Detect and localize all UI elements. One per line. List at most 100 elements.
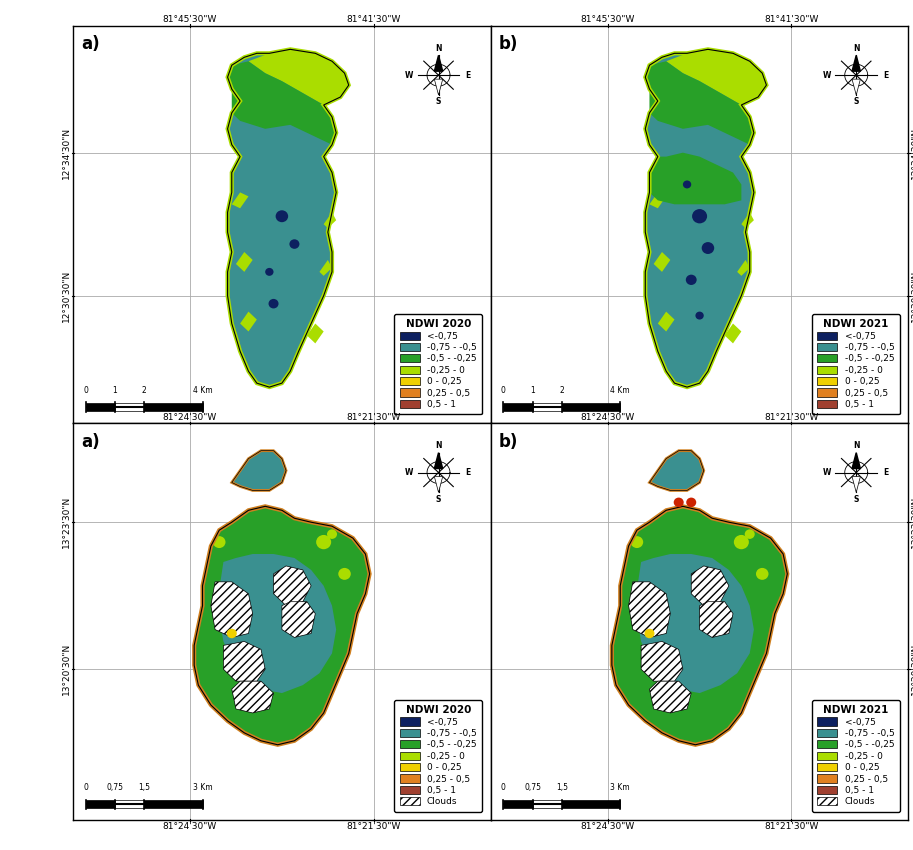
Text: 3 Km: 3 Km [193, 784, 213, 792]
Text: 12°30'30"N: 12°30'30"N [910, 269, 913, 322]
Text: 81°24'30"W: 81°24'30"W [581, 413, 635, 422]
Text: 81°45'30"W: 81°45'30"W [581, 15, 635, 25]
Polygon shape [852, 79, 860, 95]
Circle shape [674, 497, 684, 507]
Polygon shape [645, 49, 766, 387]
Polygon shape [649, 681, 691, 713]
Circle shape [696, 312, 704, 320]
Polygon shape [699, 602, 733, 638]
Text: E: E [883, 468, 888, 477]
Circle shape [702, 242, 714, 254]
Text: S: S [436, 98, 441, 106]
Polygon shape [323, 212, 336, 228]
Polygon shape [654, 252, 670, 272]
Polygon shape [224, 642, 265, 681]
Text: N: N [436, 441, 442, 451]
Text: 81°21'30"W: 81°21'30"W [347, 822, 401, 831]
Text: 81°21'30"W: 81°21'30"W [347, 413, 401, 422]
Polygon shape [435, 55, 443, 71]
Circle shape [327, 530, 337, 539]
Text: b): b) [499, 433, 519, 451]
Text: E: E [883, 71, 888, 80]
Text: S: S [854, 495, 859, 504]
Text: 12°34'30"N: 12°34'30"N [910, 127, 913, 178]
Text: 2: 2 [560, 386, 564, 395]
Text: 0: 0 [83, 784, 88, 792]
Text: N: N [853, 44, 859, 53]
Text: W: W [823, 468, 831, 477]
Text: 13°20'30"N: 13°20'30"N [62, 643, 71, 695]
Polygon shape [248, 49, 349, 105]
Legend: <-0,75, -0,75 - -0,5, -0,5 - -0,25, -0,25 - 0, 0 - 0,25, 0,25 - 0,5, 0,5 - 1: <-0,75, -0,75 - -0,5, -0,5 - -0,25, -0,2… [394, 314, 482, 415]
Circle shape [289, 240, 299, 249]
Text: 3 Km: 3 Km [611, 784, 630, 792]
Text: S: S [436, 495, 441, 504]
FancyBboxPatch shape [503, 801, 532, 808]
Polygon shape [657, 312, 675, 332]
Text: W: W [405, 468, 414, 477]
FancyBboxPatch shape [86, 801, 115, 808]
Polygon shape [219, 554, 336, 693]
Polygon shape [852, 453, 860, 468]
Text: a): a) [81, 433, 100, 451]
Text: 81°41'30"W: 81°41'30"W [764, 15, 819, 25]
Text: 81°24'30"W: 81°24'30"W [581, 822, 635, 831]
Polygon shape [691, 566, 729, 606]
FancyBboxPatch shape [86, 403, 115, 411]
Text: a): a) [81, 36, 100, 54]
Circle shape [226, 629, 236, 638]
Polygon shape [628, 582, 670, 638]
Polygon shape [274, 566, 311, 606]
Text: E: E [465, 468, 470, 477]
FancyBboxPatch shape [561, 403, 620, 411]
Polygon shape [645, 61, 754, 144]
Text: W: W [405, 71, 414, 80]
Polygon shape [666, 49, 766, 105]
Polygon shape [725, 324, 741, 343]
Circle shape [734, 535, 749, 549]
Polygon shape [741, 212, 754, 228]
Legend: <-0,75, -0,75 - -0,5, -0,5 - -0,25, -0,25 - 0, 0 - 0,25, 0,25 - 0,5, 0,5 - 1, Cl: <-0,75, -0,75 - -0,5, -0,5 - -0,25, -0,2… [812, 700, 899, 812]
Text: 13°23'30"N: 13°23'30"N [62, 496, 71, 548]
Polygon shape [232, 450, 286, 490]
Circle shape [265, 268, 274, 276]
Text: 13°23'30"N: 13°23'30"N [910, 496, 913, 548]
Polygon shape [737, 260, 750, 276]
FancyBboxPatch shape [532, 801, 561, 808]
Text: 81°21'30"W: 81°21'30"W [764, 822, 819, 831]
Text: 0,75: 0,75 [106, 784, 123, 792]
Text: E: E [465, 71, 470, 80]
Polygon shape [232, 681, 274, 713]
Polygon shape [227, 61, 336, 144]
Circle shape [268, 299, 278, 309]
Text: 1,5: 1,5 [556, 784, 568, 792]
Text: N: N [436, 44, 442, 53]
Text: 4 Km: 4 Km [193, 386, 213, 395]
Polygon shape [236, 252, 253, 272]
Polygon shape [282, 602, 315, 638]
Circle shape [745, 530, 755, 539]
Circle shape [339, 568, 351, 580]
Text: 0,75: 0,75 [524, 784, 541, 792]
Circle shape [686, 275, 697, 285]
Text: 81°21'30"W: 81°21'30"W [764, 413, 819, 422]
Polygon shape [307, 324, 323, 343]
Text: 1: 1 [530, 386, 535, 395]
Text: 12°34'30"N: 12°34'30"N [62, 127, 71, 178]
Text: W: W [823, 71, 831, 80]
Text: 4 Km: 4 Km [611, 386, 630, 395]
Polygon shape [649, 450, 704, 490]
Polygon shape [852, 55, 860, 71]
Polygon shape [649, 192, 666, 208]
Text: 12°30'30"N: 12°30'30"N [62, 269, 71, 322]
Polygon shape [435, 477, 443, 492]
Text: b): b) [499, 36, 519, 54]
Circle shape [683, 180, 691, 189]
Polygon shape [641, 642, 683, 681]
Text: 2: 2 [142, 386, 146, 395]
FancyBboxPatch shape [532, 403, 561, 411]
Circle shape [316, 535, 331, 549]
Polygon shape [232, 192, 248, 208]
Circle shape [756, 568, 769, 580]
Polygon shape [435, 453, 443, 468]
